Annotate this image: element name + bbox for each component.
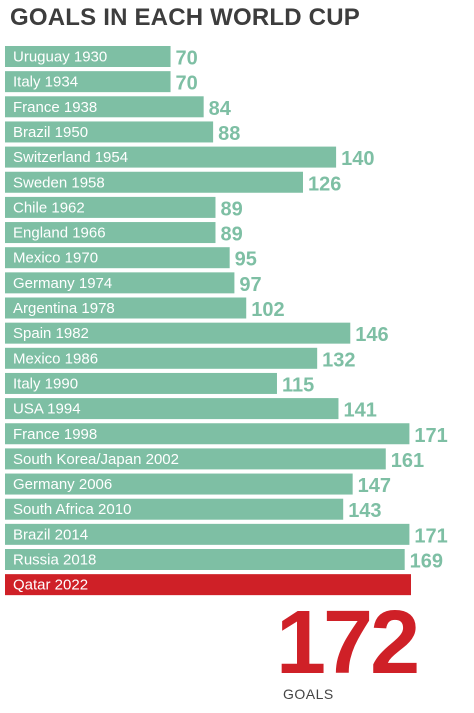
highlight-unit: GOALS <box>283 686 334 702</box>
bar-category-label: England 1966 <box>13 225 106 242</box>
bar-value-label: 171 <box>414 425 447 447</box>
bar-category-label: Italy 1934 <box>13 74 78 91</box>
bar <box>5 121 214 143</box>
bar-category-label: Brazil 2014 <box>13 526 88 543</box>
bar <box>5 347 318 369</box>
bar-value-label: 84 <box>209 98 232 120</box>
bar-value-label: 141 <box>343 400 376 422</box>
bar-category-label: Uruguay 1930 <box>13 49 107 66</box>
bar-value-label: 132 <box>322 349 355 371</box>
bar-category-label: Argentina 1978 <box>13 300 115 317</box>
bar-value-label: 88 <box>218 123 240 145</box>
bar-value-label: 102 <box>251 299 284 321</box>
bar-category-label: Mexico 1986 <box>13 350 98 367</box>
bar <box>5 222 216 244</box>
bar <box>5 549 405 570</box>
bar <box>5 297 247 319</box>
bar-value-label: 143 <box>348 500 381 522</box>
bar <box>5 46 171 67</box>
bar <box>5 171 303 193</box>
bar <box>5 372 277 394</box>
bar <box>5 498 344 520</box>
bar-category-label: Mexico 1970 <box>13 250 98 267</box>
bar <box>5 146 337 168</box>
bar-category-label: USA 1994 <box>13 401 81 418</box>
bar-category-label: Italy 1990 <box>13 375 78 392</box>
bar <box>5 473 353 495</box>
bar-category-label: Brazil 1950 <box>13 124 88 141</box>
bar-value-label: 161 <box>391 450 424 472</box>
bar-value-label: 70 <box>176 73 198 95</box>
bar-value-label: 126 <box>308 173 341 195</box>
bar-value-label: 146 <box>355 324 388 346</box>
bar-category-label: Russia 2018 <box>13 552 96 569</box>
bar-category-label: France 1998 <box>13 426 97 443</box>
bar-category-label: Sweden 1958 <box>13 174 105 191</box>
bar-value-label: 169 <box>410 551 443 573</box>
bar-category-label: Switzerland 1954 <box>13 149 128 166</box>
bar <box>5 96 204 118</box>
bar-value-label: 70 <box>176 48 198 70</box>
bar <box>5 398 339 420</box>
chart-title: GOALS IN EACH WORLD CUP <box>10 4 360 31</box>
bar <box>5 423 410 445</box>
bar-value-label: 115 <box>282 374 314 396</box>
bar-value-label: 97 <box>239 274 261 296</box>
bar-value-label: 89 <box>220 224 242 246</box>
bar-category-label: Germany 2006 <box>13 476 112 493</box>
bar-category-label: South Korea/Japan 2002 <box>13 451 179 468</box>
bar-value-label: 147 <box>358 475 391 497</box>
highlight-value: 172 <box>276 593 420 693</box>
bar-category-label: Qatar 2022 <box>13 577 88 594</box>
bar <box>5 272 235 294</box>
bar-value-label: 95 <box>235 249 257 271</box>
bar <box>5 71 171 93</box>
bar-category-label: Germany 1974 <box>13 275 112 292</box>
bar-highlight <box>5 574 411 596</box>
bar <box>5 523 410 545</box>
bar-value-label: 140 <box>341 148 374 170</box>
bar-category-label: Spain 1982 <box>13 325 89 342</box>
bar-category-label: South Africa 2010 <box>13 501 131 518</box>
bar <box>5 322 351 344</box>
bar-category-label: Chile 1962 <box>13 199 85 216</box>
bar-value-label: 171 <box>414 525 447 547</box>
bar-value-label: 89 <box>220 198 242 220</box>
bar <box>5 448 386 470</box>
bar <box>5 196 216 218</box>
bar <box>5 247 230 269</box>
bar-category-label: France 1938 <box>13 99 97 116</box>
